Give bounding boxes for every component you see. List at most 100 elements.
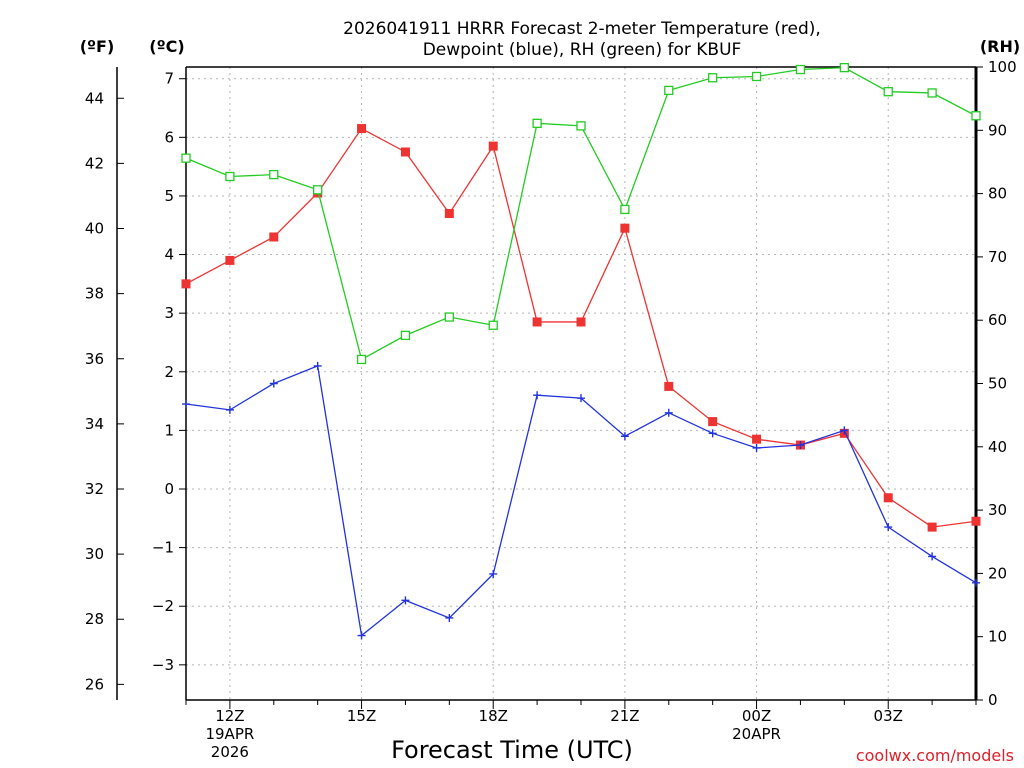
celsius-tick-label: 6: [164, 128, 174, 146]
temperature-point: [664, 381, 674, 391]
temperature-point: [708, 417, 718, 427]
dewpoint-point: [884, 523, 893, 532]
credit-link[interactable]: coolwx.com/models: [856, 746, 1014, 765]
temperature-point: [576, 317, 586, 327]
x-tick-label: 21Z: [610, 707, 639, 725]
fahrenheit-tick-label: 36: [85, 350, 104, 368]
celsius-tick-label: 7: [164, 70, 174, 88]
celsius-tick-label: 1: [164, 421, 174, 439]
dewpoint-point: [489, 569, 498, 578]
fahrenheit-tick-label: 32: [85, 480, 104, 498]
rh-tick-label: 60: [988, 311, 1007, 329]
x-tick-label: 20APR: [732, 725, 781, 743]
rh-tick-label: 100: [988, 58, 1017, 76]
chart-title-line2: Dewpoint (blue), RH (green) for KBUF: [423, 40, 742, 60]
rh-tick-label: 30: [988, 501, 1007, 519]
rh-point: [532, 118, 542, 128]
rh-point: [400, 330, 411, 341]
rh-point: [488, 320, 498, 330]
celsius-tick-label: 0: [164, 480, 174, 498]
rh-point: [839, 62, 849, 73]
temperature-point: [181, 279, 191, 289]
rh-tick-label: 70: [988, 248, 1007, 266]
rh-point: [883, 87, 893, 97]
rh-point: [225, 171, 235, 182]
x-tick-label: 03Z: [874, 707, 903, 725]
temperature-point: [269, 232, 279, 242]
rh-point: [927, 88, 937, 98]
celsius-tick-label: −2: [152, 597, 174, 615]
celsius-tick-label: −3: [152, 656, 174, 674]
dewpoint-point: [577, 394, 585, 403]
fahrenheit-tick-label: 38: [85, 285, 104, 303]
temperature-point: [532, 317, 542, 327]
dewpoint-point: [182, 400, 190, 409]
fahrenheit-unit-label: (ºF): [80, 37, 115, 56]
dewpoint-point: [840, 426, 849, 435]
rh-point: [444, 312, 454, 322]
temperature-point: [225, 255, 235, 265]
dewpoint-point: [972, 578, 980, 587]
fahrenheit-tick-label: 34: [85, 415, 104, 433]
x-tick-label: 12Z: [215, 707, 244, 725]
tick-labels: 26283032343638404244−3−2−101234567010203…: [85, 58, 1017, 761]
dewpoint-line: [185, 365, 977, 637]
data-series: [181, 62, 981, 640]
rh-tick-label: 40: [988, 438, 1007, 456]
rh-tick-label: 0: [988, 691, 998, 709]
dewpoint-point: [533, 391, 542, 400]
temperature-line: [185, 127, 977, 528]
temperature-point: [488, 141, 498, 151]
dewpoint-point: [313, 361, 322, 370]
x-tick-label: 00Z: [742, 707, 771, 725]
celsius-tick-label: 3: [164, 304, 174, 322]
temperature-point: [883, 493, 893, 503]
celsius-tick-label: 2: [164, 363, 174, 381]
fahrenheit-tick-label: 40: [85, 220, 104, 238]
dewpoint-point: [928, 552, 937, 561]
rh-point: [664, 85, 674, 96]
axes: [116, 66, 983, 709]
temperature-point: [752, 434, 762, 444]
dewpoint-point: [796, 441, 805, 450]
fahrenheit-tick-label: 42: [85, 154, 104, 172]
dewpoint-point: [357, 631, 366, 640]
rh-line: [185, 66, 977, 361]
celsius-tick-label: −1: [152, 539, 174, 557]
dewpoint-point: [445, 613, 454, 622]
dewpoint-point: [620, 432, 629, 441]
x-tick-label: 15Z: [347, 707, 376, 725]
fahrenheit-tick-label: 30: [85, 545, 104, 563]
rh-tick-label: 20: [988, 564, 1007, 582]
rh-point: [356, 354, 367, 365]
rh-tick-label: 90: [988, 121, 1007, 139]
rh-tick-label: 10: [988, 628, 1007, 646]
dewpoint-point: [752, 443, 761, 452]
rh-point: [620, 204, 630, 215]
celsius-unit-label: (ºC): [149, 37, 184, 56]
rh-point: [269, 169, 279, 180]
temperature-point: [971, 516, 981, 526]
temperature-point: [400, 147, 410, 157]
celsius-tick-label: 4: [164, 246, 174, 264]
dewpoint-point: [401, 596, 410, 605]
chart-title-line1: 2026041911 HRRR Forecast 2-meter Tempera…: [343, 19, 821, 39]
rh-point: [971, 111, 981, 121]
x-axis-label: Forecast Time (UTC): [391, 736, 633, 764]
temperature-point: [444, 209, 454, 219]
dewpoint-point: [225, 405, 234, 414]
rh-point: [181, 153, 191, 163]
rh-tick-label: 50: [988, 375, 1007, 393]
rh-point: [708, 73, 718, 83]
dewpoint-point: [269, 379, 278, 388]
temperature-point: [927, 522, 937, 532]
grid-lines: [186, 67, 976, 700]
celsius-tick-label: 5: [164, 187, 174, 205]
x-tick-label: 2026: [211, 743, 249, 761]
rh-unit-label: (RH): [980, 37, 1020, 56]
rh-tick-label: 80: [988, 185, 1007, 203]
fahrenheit-tick-label: 44: [85, 89, 104, 107]
rh-point: [576, 121, 586, 131]
rh-point: [751, 71, 762, 82]
